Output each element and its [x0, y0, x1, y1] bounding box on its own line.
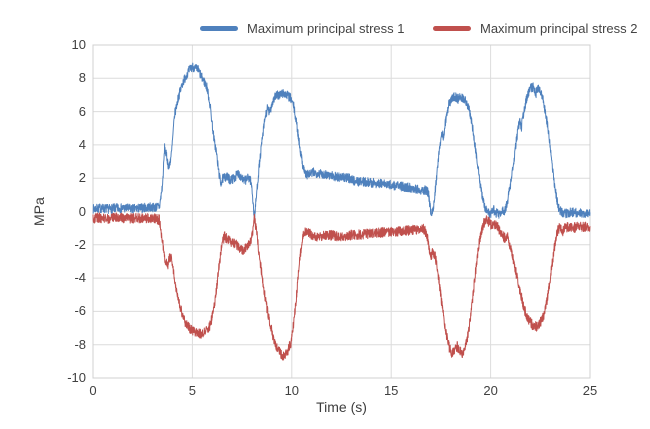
y-tick-label: -6 — [74, 303, 86, 319]
x-tick-label: 10 — [284, 383, 300, 398]
y-tick-label: 10 — [71, 37, 86, 52]
series-line-1 — [92, 62, 591, 223]
legend-item-stress2: Maximum principal stress 2 — [433, 20, 638, 36]
series-line-2 — [92, 212, 591, 361]
legend-item-stress1: Maximum principal stress 1 — [200, 20, 405, 36]
x-tick-label: 0 — [89, 383, 97, 398]
legend-label-stress1: Maximum principal stress 1 — [247, 20, 405, 36]
y-tick-label: -2 — [74, 236, 86, 252]
legend-swatch-stress2-icon — [433, 25, 471, 31]
y-tick-label: 8 — [78, 70, 86, 86]
y-tick-label: -8 — [74, 336, 86, 352]
y-tick-label: 0 — [78, 203, 86, 219]
x-tick-label: 15 — [383, 383, 399, 398]
legend-label-stress2: Maximum principal stress 2 — [480, 20, 638, 36]
y-tick-label: 4 — [78, 136, 86, 152]
x-tick-label: 25 — [582, 383, 598, 398]
y-tick-label: 6 — [78, 103, 86, 119]
x-axis-title: Time (s) — [316, 399, 367, 415]
legend-swatch-stress1-icon — [200, 25, 238, 31]
y-tick-label: -4 — [74, 270, 86, 286]
y-tick-label: -10 — [67, 370, 86, 385]
y-tick-label: 2 — [78, 170, 86, 186]
x-tick-label: 5 — [188, 383, 196, 398]
x-tick-label: 20 — [483, 383, 498, 398]
